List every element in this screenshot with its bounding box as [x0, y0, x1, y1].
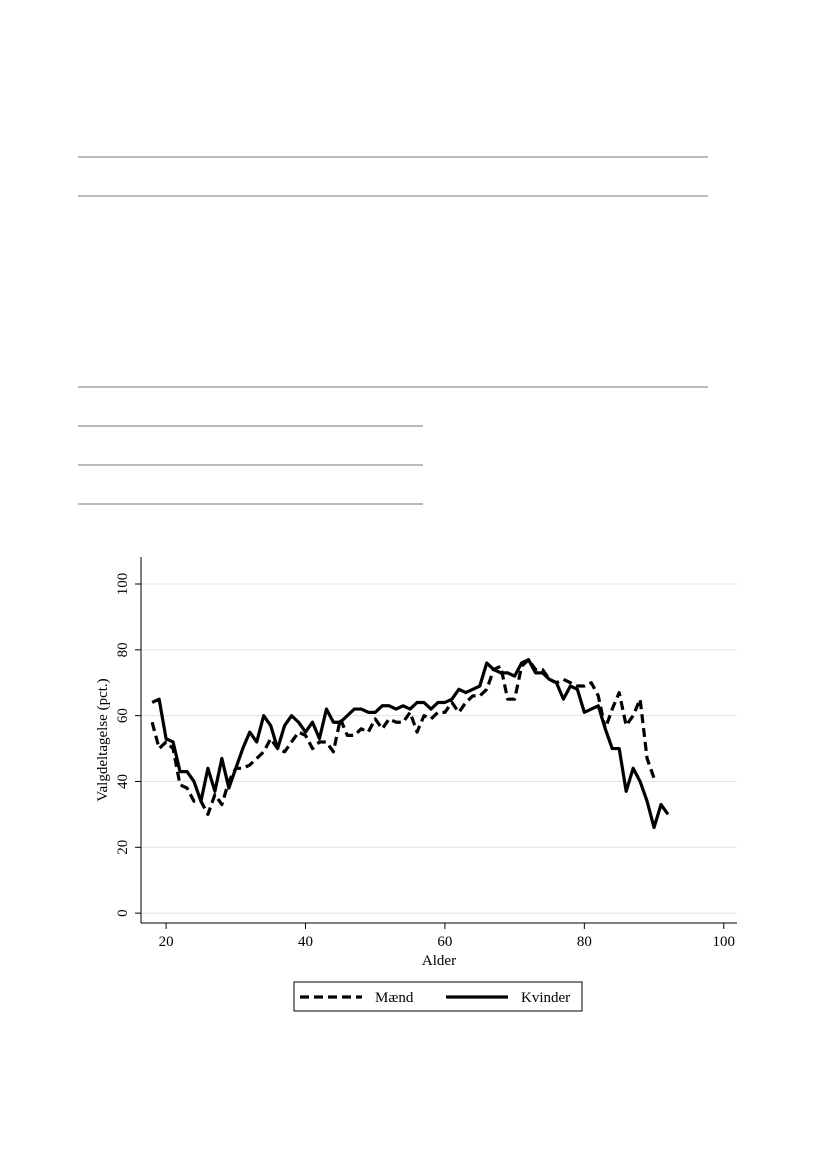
x-axis-label: Alder [422, 953, 456, 969]
x-tick-label: 60 [437, 934, 452, 950]
x-tick-label: 20 [159, 934, 174, 950]
y-tick-label: 40 [115, 774, 131, 789]
x-tick-label: 40 [298, 934, 313, 950]
legend-label: Kvinder [521, 990, 570, 1006]
y-tick-label: 20 [115, 840, 131, 855]
legend-label: Mænd [375, 990, 414, 1006]
y-tick-label: 60 [115, 708, 131, 723]
line-series [151, 658, 670, 830]
y-axis-label: Valgdeltagelse (pct.) [95, 678, 111, 801]
y-tick-label: 100 [115, 573, 131, 596]
x-tick-label: 80 [577, 934, 592, 950]
x-tick-label: 100 [713, 934, 736, 950]
y-tick-label: 0 [115, 909, 131, 917]
legend-box [293, 981, 583, 1012]
y-tick-label: 80 [115, 642, 131, 657]
